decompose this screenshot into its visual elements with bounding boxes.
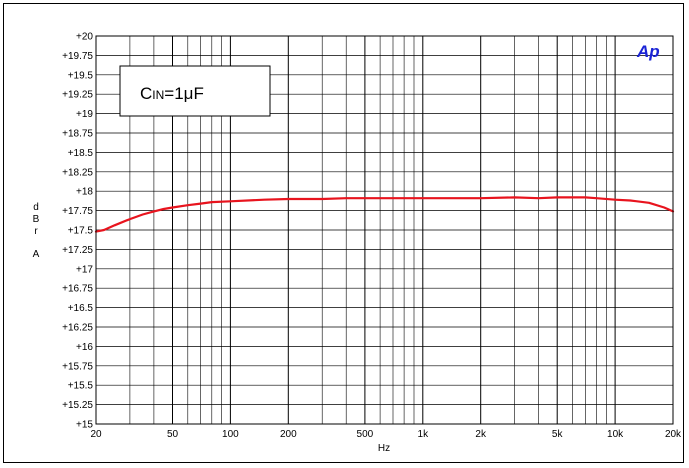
y-tick-labels: +20 +19.75 +19.5 +19.25 +19 +18.75 +18.5 +18.25… [62, 32, 93, 431]
ylabel-b: B [33, 214, 40, 225]
y-tick-label: +17.75 [62, 206, 93, 217]
y-tick-label: +20 [76, 32, 93, 43]
y-tick-label: +19.5 [68, 70, 94, 81]
y-tick-label: +16 [76, 342, 93, 353]
y-tick-label: +15 [76, 420, 93, 431]
ylabel: d B r A [33, 202, 40, 260]
y-tick-label: +17.25 [62, 245, 93, 256]
x-tick-labels: 20 50 100 200 500 1k 2k 5k 10k 20k [90, 429, 682, 440]
x-tick-label: 2k [475, 429, 487, 440]
x-tick-label: 100 [222, 429, 239, 440]
y-tick-label: +19.75 [62, 51, 93, 62]
annotation-main: C [140, 84, 152, 103]
annotation-subscript: IN [152, 88, 164, 102]
annotation-box: CIN=1μF [119, 65, 271, 117]
y-tick-label: +19.25 [62, 90, 93, 101]
y-tick-label: +15.25 [62, 400, 93, 411]
y-tick-label: +18 [76, 187, 93, 198]
x-tick-label: 500 [357, 429, 374, 440]
x-tick-label: 10k [607, 429, 624, 440]
annotation-border [119, 65, 271, 117]
ylabel-a: A [33, 249, 40, 260]
y-tick-label: +18.75 [62, 129, 93, 140]
plot-border [95, 35, 674, 425]
annotation-rest: =1μF [164, 84, 204, 103]
y-tick-label: +15.5 [68, 381, 94, 392]
y-tick-label: +18.5 [68, 148, 94, 159]
y-tick-label: +19 [76, 109, 93, 120]
series-line-0 [94, 196, 675, 233]
y-tick-label: +16.5 [68, 303, 94, 314]
y-tick-label: +15.75 [62, 361, 93, 372]
x-tick-label: 20 [90, 429, 102, 440]
series-layer [94, 196, 675, 233]
x-tick-label: 200 [280, 429, 297, 440]
y-tick-label: +16.25 [62, 323, 93, 334]
y-tick-label: +17 [76, 264, 93, 275]
chart-frame [3, 3, 684, 463]
xlabel: Hz [378, 443, 390, 454]
y-tick-label: +17.5 [68, 226, 94, 237]
annotation-text: CIN=1μF [140, 84, 204, 103]
y-tick-label: +18.25 [62, 167, 93, 178]
ap-logo: Ap [636, 42, 660, 61]
x-tick-label: 50 [167, 429, 179, 440]
ylabel-r: r [34, 226, 38, 237]
x-tick-label: 5k [552, 429, 564, 440]
y-tick-label: +16.75 [62, 284, 93, 295]
ylabel-d: d [33, 202, 39, 213]
x-tick-label: 20k [665, 429, 682, 440]
x-tick-label: 1k [418, 429, 430, 440]
